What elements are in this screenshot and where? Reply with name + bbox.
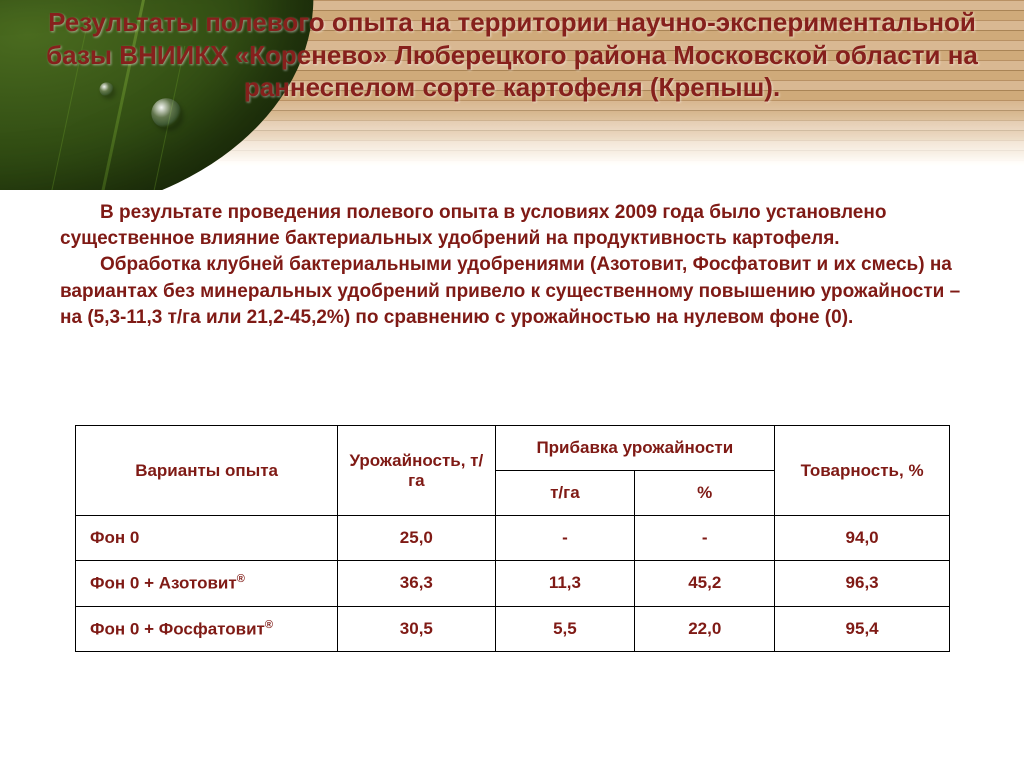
cell-inc_t: 5,5 <box>495 606 635 652</box>
table-body: Фон 025,0--94,0Фон 0 + Азотовит®36,311,3… <box>76 516 950 652</box>
cell-variant: Фон 0 <box>76 516 338 561</box>
cell-mark: 96,3 <box>775 561 950 607</box>
cell-variant: Фон 0 + Фосфатовит® <box>76 606 338 652</box>
table-row: Фон 0 + Фосфатовит®30,55,522,095,4 <box>76 606 950 652</box>
col-header-variant: Варианты опыта <box>76 426 338 516</box>
col-header-increase: Прибавка урожайности <box>495 426 775 471</box>
col-subheader-pct: % <box>635 471 775 516</box>
paragraph-2: Обработка клубней бактериальными удобрен… <box>60 252 965 331</box>
cell-inc_p: 22,0 <box>635 606 775 652</box>
slide-title: Результаты полевого опыта на территории … <box>0 6 1024 104</box>
body-text: В результате проведения полевого опыта в… <box>60 200 965 331</box>
cell-inc_t: - <box>495 516 635 561</box>
results-table: Варианты опыта Урожайность, т/га Прибавк… <box>75 425 950 652</box>
slide: Результаты полевого опыта на территории … <box>0 0 1024 768</box>
cell-variant: Фон 0 + Азотовит® <box>76 561 338 607</box>
cell-mark: 94,0 <box>775 516 950 561</box>
cell-yield: 30,5 <box>338 606 495 652</box>
cell-inc_t: 11,3 <box>495 561 635 607</box>
col-header-market: Товарность, % <box>775 426 950 516</box>
col-subheader-tga: т/га <box>495 471 635 516</box>
table-row: Фон 025,0--94,0 <box>76 516 950 561</box>
cell-yield: 25,0 <box>338 516 495 561</box>
paragraph-1: В результате проведения полевого опыта в… <box>60 200 965 252</box>
col-header-yield: Урожайность, т/га <box>338 426 495 516</box>
table-header-row: Варианты опыта Урожайность, т/га Прибавк… <box>76 426 950 471</box>
cell-yield: 36,3 <box>338 561 495 607</box>
cell-inc_p: - <box>635 516 775 561</box>
cell-mark: 95,4 <box>775 606 950 652</box>
cell-inc_p: 45,2 <box>635 561 775 607</box>
table-row: Фон 0 + Азотовит®36,311,345,296,3 <box>76 561 950 607</box>
